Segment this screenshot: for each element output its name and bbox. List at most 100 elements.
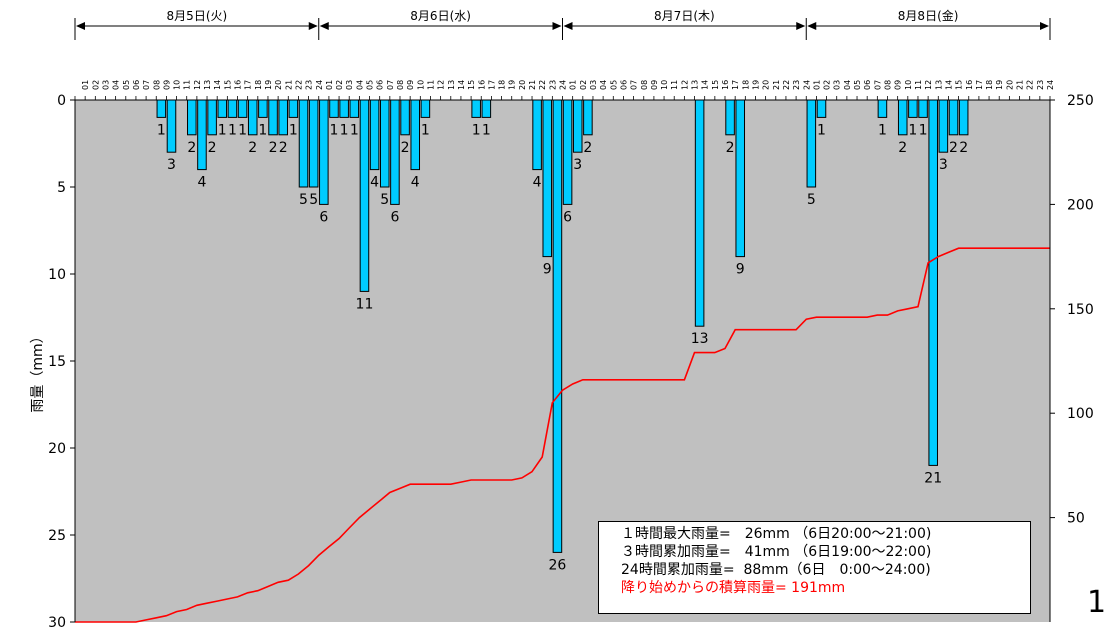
arrow-right-head (552, 22, 562, 30)
bar-value-label: 1 (340, 122, 349, 138)
bar (694, 99, 705, 327)
hour-label: 04 (599, 80, 608, 90)
hour-label: 12 (193, 80, 202, 90)
hour-label: 01 (569, 80, 578, 90)
hour-label: 04 (112, 80, 121, 90)
arrow-right-head (1040, 22, 1049, 30)
bar (187, 99, 197, 136)
bar (298, 99, 309, 188)
bar (237, 99, 248, 118)
left-tick-label: 15 (48, 354, 66, 370)
arrow-left-head (76, 22, 85, 30)
right-tick-label: 200 (1067, 197, 1094, 213)
hour-label: 01 (81, 80, 90, 90)
bar (908, 99, 918, 118)
bar (725, 99, 735, 136)
bar-value-label: 5 (299, 192, 308, 208)
hour-label: 08 (640, 80, 649, 90)
bar (156, 99, 167, 118)
hour-label: 01 (812, 80, 821, 90)
arrow-left-head (563, 22, 573, 30)
bar (268, 99, 278, 136)
bar (227, 99, 238, 118)
hour-label: 22 (294, 80, 303, 90)
bar-value-label: 2 (949, 140, 958, 156)
hour-label: 18 (741, 80, 750, 90)
bar-value-label: 26 (549, 557, 567, 573)
bar (572, 99, 583, 153)
hour-label: 11 (183, 80, 192, 90)
hour-label: 08 (396, 80, 405, 90)
bar (258, 99, 268, 118)
statistics-box: １時間最大雨量= 26mm （6日20:00～21:00) ３時間累加雨量= 4… (598, 521, 1031, 614)
hour-label: 17 (731, 80, 740, 90)
hour-label: 23 (305, 80, 314, 90)
left-tick-label: 25 (48, 528, 66, 544)
bar-value-label: 4 (370, 175, 379, 191)
arrow-right-head (308, 22, 318, 30)
hour-label: 10 (416, 80, 425, 90)
bar-value-label: 6 (563, 209, 572, 225)
bar-value-label: 1 (228, 122, 237, 138)
bar-value-label: 11 (356, 296, 374, 312)
left-tick-label: 20 (48, 441, 66, 457)
bar (532, 99, 542, 171)
bar (897, 99, 908, 136)
hour-label: 03 (345, 80, 354, 90)
bar (197, 99, 207, 171)
bar (349, 99, 360, 118)
bar (481, 99, 492, 118)
hour-label: 03 (833, 80, 842, 90)
bar-value-label: 3 (167, 157, 176, 173)
hour-label: 06 (619, 80, 628, 90)
bar (329, 99, 339, 118)
bar-value-label: 2 (726, 140, 735, 156)
left-tick-label: 5 (57, 180, 66, 196)
bar (308, 99, 319, 188)
hour-label: 21 (1016, 80, 1025, 90)
hour-label: 01 (325, 80, 334, 90)
hour-label: 12 (680, 80, 689, 90)
bar-value-label: 2 (248, 140, 257, 156)
hour-label: 23 (548, 80, 557, 90)
page-number: 1 (1087, 585, 1107, 620)
day-label: 8月7日(木) (654, 9, 715, 23)
hour-label: 16 (477, 80, 486, 90)
hour-label: 02 (335, 80, 344, 90)
bar-value-label: 2 (269, 140, 278, 156)
hour-label: 24 (315, 80, 324, 90)
bar-value-label: 1 (482, 122, 491, 138)
bar-value-label: 2 (208, 140, 217, 156)
cumulative-line (75, 247, 1050, 623)
hour-label: 16 (234, 80, 243, 90)
hour-label: 18 (254, 80, 263, 90)
day-label: 8月5日(火) (167, 9, 228, 23)
bar-value-label: 1 (238, 122, 247, 138)
hour-label: 14 (457, 80, 466, 90)
day-label: 8月6日(水) (410, 9, 471, 23)
hour-label: 17 (975, 80, 984, 90)
y-axis-label: 雨量（mm） (30, 329, 46, 412)
arrow-left-head (807, 22, 817, 30)
bar (369, 99, 380, 171)
hour-label: 15 (223, 80, 232, 90)
hour-label: 13 (934, 80, 943, 90)
bar-value-label: 3 (573, 157, 582, 173)
bar-value-label: 2 (898, 140, 907, 156)
hour-label: 13 (691, 80, 700, 90)
hour-label: 10 (904, 80, 913, 90)
bar (735, 99, 746, 258)
hour-label: 14 (213, 80, 222, 90)
bar (379, 99, 390, 188)
hour-label: 14 (701, 80, 710, 90)
hour-label: 09 (650, 80, 659, 90)
hour-label: 06 (132, 80, 141, 90)
hour-label: 02 (91, 80, 100, 90)
bar-value-label: 1 (330, 122, 339, 138)
hour-label: 12 (437, 80, 446, 90)
hour-label: 05 (122, 80, 131, 90)
bar (918, 99, 928, 118)
hour-label: 07 (142, 80, 151, 90)
